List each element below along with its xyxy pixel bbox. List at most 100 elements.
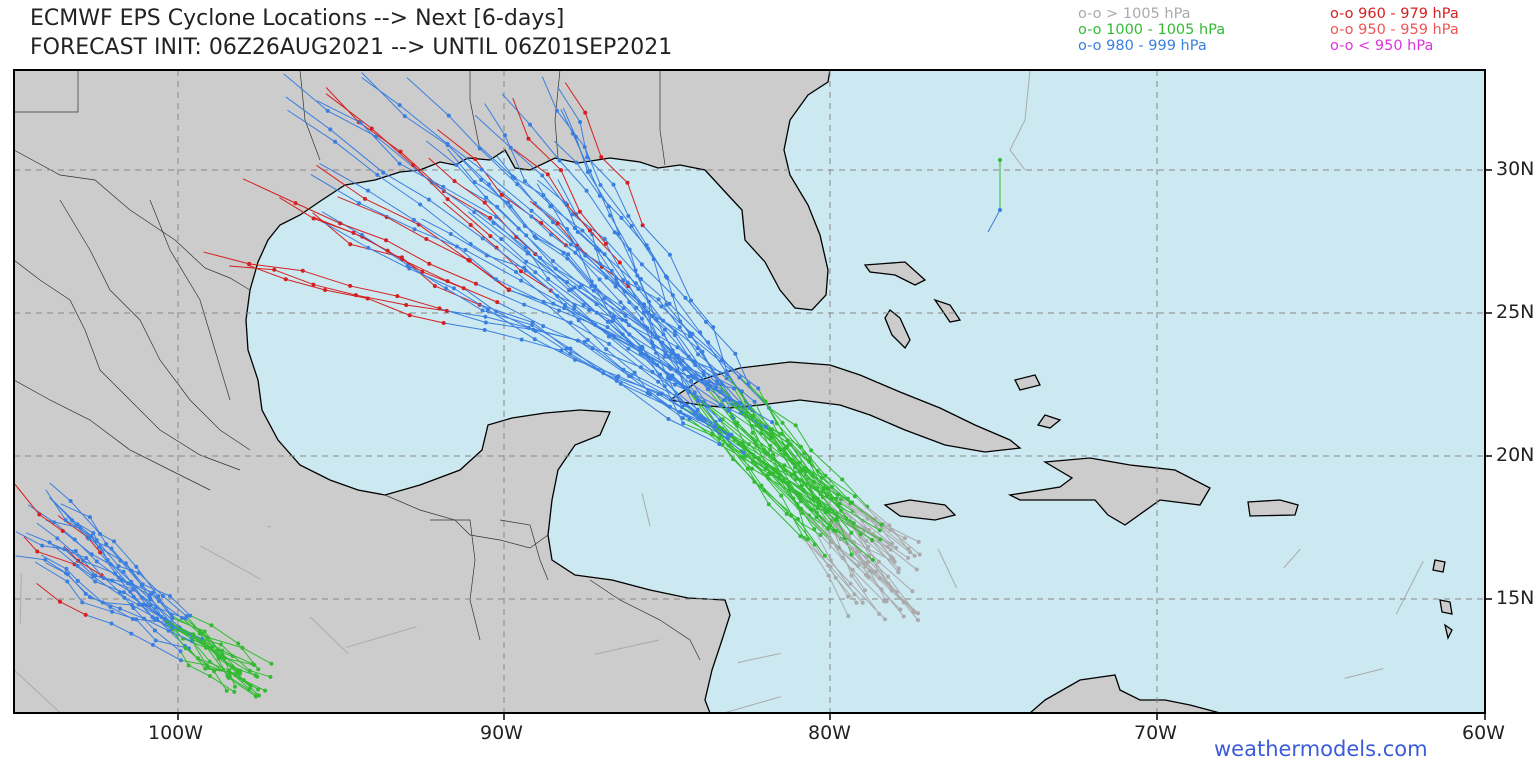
track-point: [443, 286, 448, 291]
track-segment: [557, 295, 590, 311]
track-point: [771, 452, 776, 457]
track-point: [896, 570, 901, 575]
track-point: [915, 618, 920, 623]
track-segment: [285, 278, 326, 291]
track-point: [623, 313, 628, 318]
track-point: [675, 345, 680, 350]
track-point: [682, 385, 687, 390]
track-segment: [669, 254, 692, 301]
track-segment: [479, 148, 518, 185]
track-segment: [479, 304, 533, 323]
track-segment: [361, 72, 406, 117]
track-segment: [813, 528, 832, 561]
track-segment: [693, 361, 728, 375]
track-point: [621, 278, 626, 283]
track-segment: [360, 122, 400, 165]
track-segment: [835, 577, 857, 604]
track-segment: [528, 138, 562, 171]
track-point: [597, 277, 602, 282]
track-point: [573, 250, 578, 255]
track-segment: [495, 216, 541, 259]
legend-item: o-o 950 - 959 hPa: [1330, 22, 1459, 38]
track-point: [191, 633, 196, 638]
track-point: [220, 648, 225, 653]
track-point: [427, 261, 432, 266]
track-point: [862, 588, 867, 593]
track-point: [538, 255, 543, 260]
track-segment: [599, 279, 621, 303]
legend-item: o-o < 950 hPa: [1330, 38, 1434, 54]
track-segment: [168, 630, 193, 642]
track-point: [682, 402, 687, 407]
track-point: [575, 338, 580, 343]
track-point: [680, 415, 685, 420]
track-point: [811, 474, 816, 479]
track-point: [729, 432, 734, 437]
track-point: [852, 494, 857, 499]
track-segment: [124, 597, 139, 606]
track-point: [788, 442, 793, 447]
track-segment: [722, 418, 757, 447]
track-point: [568, 242, 573, 247]
track-segment: [629, 334, 665, 358]
track-segment: [316, 100, 361, 124]
track-point: [180, 615, 185, 620]
track-point: [564, 346, 569, 351]
track-point: [84, 556, 89, 561]
track-point: [418, 202, 423, 207]
track-point: [545, 172, 550, 177]
track-point: [75, 522, 80, 527]
track-point: [452, 179, 457, 184]
track-point: [116, 564, 121, 569]
jamaica: [883, 499, 957, 521]
track-point: [63, 518, 68, 523]
track-segment: [217, 648, 239, 671]
track-point: [541, 193, 546, 198]
track-segment: [209, 661, 230, 676]
track-point: [770, 420, 775, 425]
track-point: [473, 281, 478, 286]
track-segment: [721, 696, 782, 713]
track-point: [752, 479, 757, 484]
track-point: [188, 613, 193, 618]
track-segment: [77, 565, 94, 577]
track-point: [446, 113, 451, 118]
track-segment: [869, 570, 888, 602]
track-point: [186, 663, 191, 668]
track-segment: [371, 128, 414, 166]
track-point: [466, 257, 471, 262]
track-point: [357, 201, 362, 206]
track-point: [576, 318, 581, 323]
track-point: [717, 389, 722, 394]
track-point: [769, 433, 774, 438]
track-segment: [337, 196, 387, 218]
track-segment: [751, 409, 774, 455]
track-segment: [103, 577, 131, 584]
track-point: [646, 246, 651, 251]
track-point: [199, 631, 204, 636]
track-segment: [628, 324, 663, 344]
track-segment: [49, 542, 78, 567]
lon-label-60w: 60W: [1462, 722, 1505, 744]
track-point: [611, 182, 616, 187]
track-point: [681, 367, 686, 372]
track-point: [846, 594, 851, 599]
track-point: [835, 502, 840, 507]
track-segment: [497, 188, 532, 217]
track-segment: [641, 264, 674, 296]
track-point: [499, 192, 504, 197]
track-segment: [629, 249, 638, 276]
track-segment: [890, 529, 921, 555]
track-segment: [726, 378, 755, 403]
track-point: [840, 477, 845, 482]
track-point: [293, 201, 298, 206]
track-segment: [768, 503, 801, 537]
south-america: [1029, 674, 1221, 713]
track-point: [780, 420, 785, 425]
track-segment: [621, 217, 649, 250]
track-segment: [490, 235, 536, 273]
track-point: [867, 568, 872, 573]
track-point: [197, 628, 202, 633]
track-segment: [741, 456, 762, 486]
track-segment: [349, 285, 398, 297]
